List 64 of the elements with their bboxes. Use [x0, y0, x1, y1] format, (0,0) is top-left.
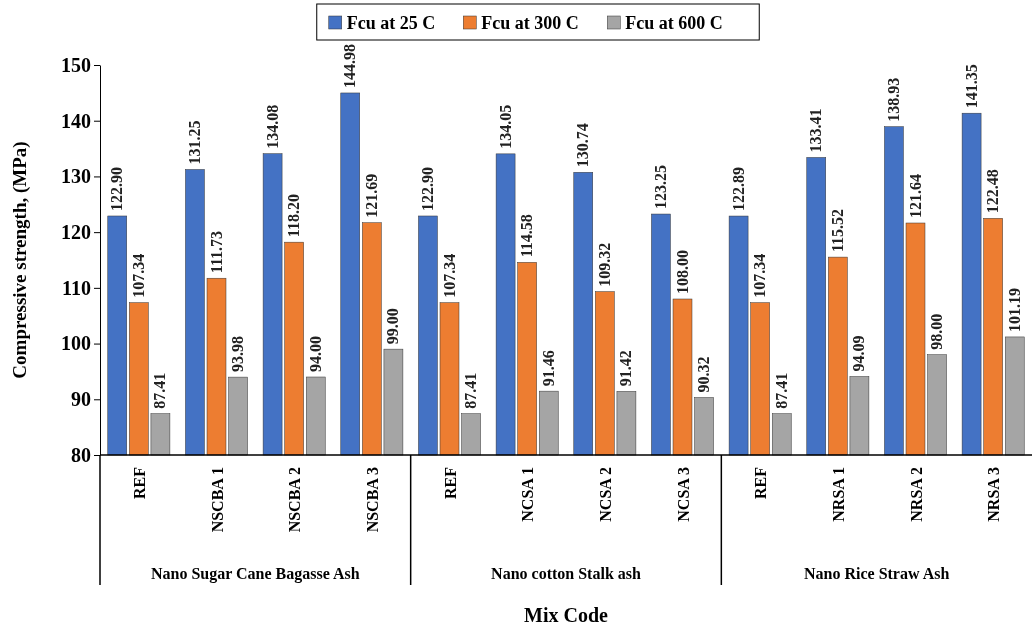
data-label: 122.48	[984, 169, 1002, 214]
x-tick-label: NCSA 3	[674, 467, 692, 522]
y-tick-label: 80	[71, 443, 91, 466]
data-label: 141.35	[962, 64, 980, 109]
y-tick-label: 100	[61, 332, 91, 355]
data-label: 144.98	[341, 43, 359, 88]
legend-label: Fcu at 300 C	[481, 13, 579, 33]
data-label: 101.19	[1005, 287, 1023, 332]
x-tick-label: NSCBA 3	[363, 467, 381, 533]
data-label: 111.73	[207, 230, 225, 274]
data-label: 90.32	[695, 356, 713, 393]
data-label: 134.08	[263, 104, 281, 149]
text: Nano Sugar Cane Bagasse Ash	[151, 565, 360, 583]
data-label: 94.00	[306, 336, 324, 372]
data-label: 134.05	[496, 104, 514, 149]
y-tick-label: 110	[62, 276, 91, 299]
data-label: 87.41	[462, 372, 480, 409]
data-label: 130.74	[574, 123, 592, 168]
y-tick-label: 90	[71, 388, 91, 411]
data-label: 107.34	[751, 253, 769, 298]
data-label: 108.00	[673, 250, 691, 294]
data-label: 122.89	[729, 167, 747, 212]
x-tick-label: NRSA 3	[985, 467, 1003, 522]
data-label: 121.69	[362, 173, 380, 218]
data-label: 91.42	[617, 350, 635, 387]
x-tick-label: REF	[441, 466, 459, 499]
x-axis-title: Mix Code	[524, 604, 609, 626]
data-label: 107.34	[129, 253, 147, 298]
data-label: 109.32	[595, 242, 613, 287]
data-label: 87.41	[151, 372, 169, 409]
data-label: 122.90	[418, 166, 436, 211]
data-label: 118.20	[285, 194, 303, 238]
data-label: 138.93	[884, 77, 902, 122]
y-tick-label: 140	[61, 109, 91, 132]
data-label: 123.25	[651, 165, 669, 210]
x-tick-label: NCSA 1	[519, 467, 537, 522]
legend-label: Fcu at 600 C	[625, 13, 723, 33]
y-axis-title: Compressive strength, (MPa)	[9, 141, 31, 379]
text: Nano Rice Straw Ash	[803, 565, 950, 582]
data-label: 133.41	[807, 108, 825, 153]
data-label: 115.52	[828, 208, 846, 253]
x-tick-label: NRSA 1	[829, 467, 847, 522]
y-tick-label: 120	[61, 221, 91, 244]
x-tick-label: NSCBA 1	[208, 467, 226, 533]
data-label: 98.00	[928, 313, 946, 350]
legend-label: Fcu at 25 C	[346, 13, 436, 33]
data-label: 121.64	[906, 174, 924, 219]
data-label: 122.90	[108, 166, 126, 211]
data-label: 91.46	[539, 350, 557, 387]
data-label: 114.58	[518, 214, 536, 258]
x-tick-label: REF	[130, 466, 148, 499]
data-label: 131.25	[185, 120, 203, 165]
data-label: 94.09	[850, 335, 868, 372]
data-label: 99.00	[384, 308, 402, 345]
x-tick-label: REF	[752, 466, 770, 499]
x-tick-label: NCSA 2	[596, 467, 614, 522]
x-tick-label: NSCBA 2	[286, 467, 304, 533]
y-tick-label: 150	[61, 53, 91, 76]
y-tick-label: 130	[61, 165, 91, 188]
data-label: 93.98	[229, 336, 247, 373]
x-tick-label: NRSA 2	[907, 467, 925, 522]
data-label: 87.41	[772, 372, 790, 409]
text: Nano cotton Stalk ash	[491, 565, 641, 582]
data-label: 107.34	[440, 253, 458, 298]
